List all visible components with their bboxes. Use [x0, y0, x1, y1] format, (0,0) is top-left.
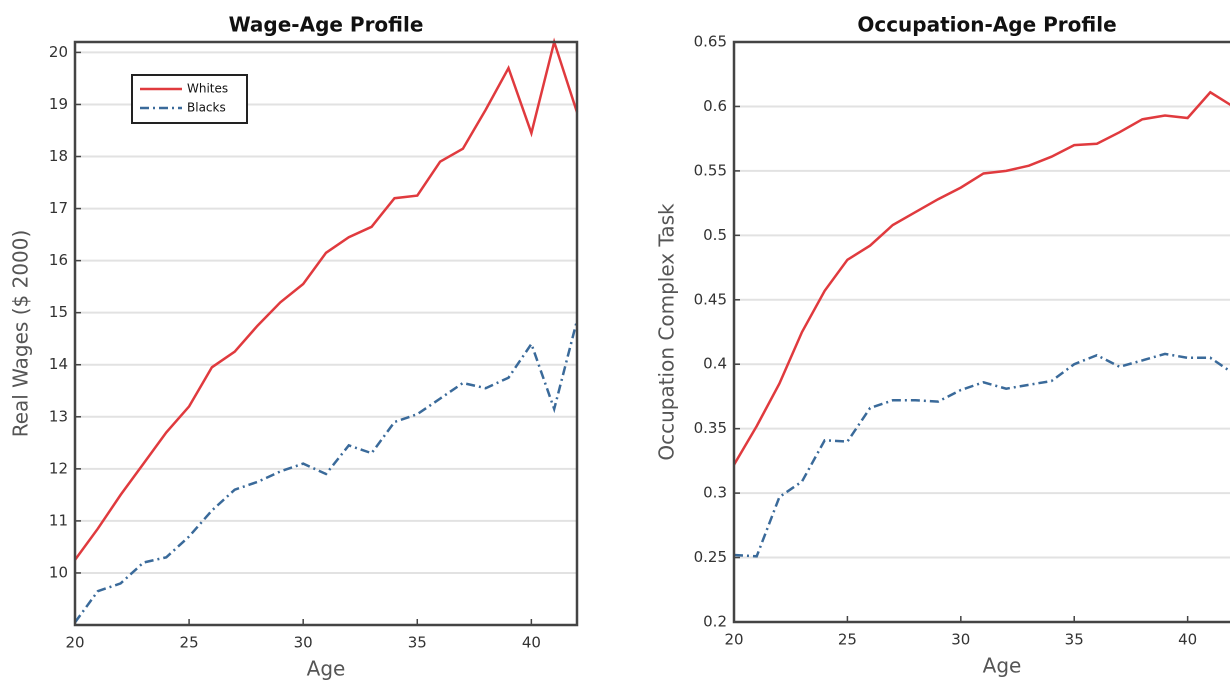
y-tick-label: 0.2: [703, 613, 727, 631]
y-tick-label: 0.5: [703, 226, 727, 244]
series-line: [733, 352, 1230, 558]
x-tick-label: 25: [180, 634, 199, 652]
y-tick-label: 0.25: [694, 548, 727, 566]
y-tick-label: 12: [49, 459, 68, 477]
chart-title: Occupation-Age Profile: [857, 13, 1116, 37]
series-line: [73, 37, 579, 561]
y-tick-label: 11: [49, 511, 68, 529]
legend-label: Whites: [187, 82, 228, 96]
x-axis-label: Age: [307, 657, 346, 681]
x-tick-label: 40: [1178, 631, 1197, 649]
y-axis-label: Occupation Complex Task: [655, 203, 679, 461]
plot-frame: [73, 40, 579, 627]
y-tick-label: 16: [49, 251, 68, 269]
y-tick-label: 0.45: [694, 290, 727, 308]
x-tick-label: 35: [1065, 631, 1084, 649]
y-tick-label: 10: [49, 563, 68, 581]
y-tick-label: 0.6: [703, 97, 727, 115]
x-tick-label: 20: [65, 634, 84, 652]
y-tick-label: 15: [49, 303, 68, 321]
y-tick-label: 0.35: [694, 419, 727, 437]
y-tick-label: 19: [49, 95, 68, 113]
y-tick-label: 0.3: [703, 484, 727, 502]
chart-title: Wage-Age Profile: [229, 13, 424, 37]
x-tick-label: 20: [724, 631, 743, 649]
x-axis-label: Age: [983, 654, 1022, 678]
y-tick-label: 0.4: [703, 355, 727, 373]
series-line: [732, 90, 1230, 466]
x-tick-label: 30: [951, 631, 970, 649]
x-tick-label: 30: [294, 634, 313, 652]
x-tick-label: 35: [408, 634, 427, 652]
subplot: 0.2 0.25 0.3 0.35 0.4 0.45 0.5 0.55 0.6 0.65 20 25 3…: [655, 13, 1230, 678]
y-tick-label: 17: [49, 199, 68, 217]
x-tick-label: 25: [838, 631, 857, 649]
y-tick-label: 20: [49, 43, 68, 61]
legend-box: [131, 74, 248, 124]
y-tick-label: 14: [49, 355, 68, 373]
y-tick-label: 13: [49, 407, 68, 425]
subplot: 10 11 12 13 14 15 16 17 18 19 20 20 25 30 35 40 Whites Bl…: [9, 13, 579, 681]
y-tick-label: 0.55: [694, 161, 727, 179]
plot-frame: [732, 40, 1230, 624]
y-axis-label: Real Wages ($ 2000): [9, 230, 33, 438]
legend-label: Blacks: [187, 101, 226, 115]
y-tick-label: 0.65: [694, 33, 727, 51]
x-tick-label: 40: [522, 634, 541, 652]
series-line: [73, 320, 579, 624]
y-tick-label: 18: [49, 147, 68, 165]
